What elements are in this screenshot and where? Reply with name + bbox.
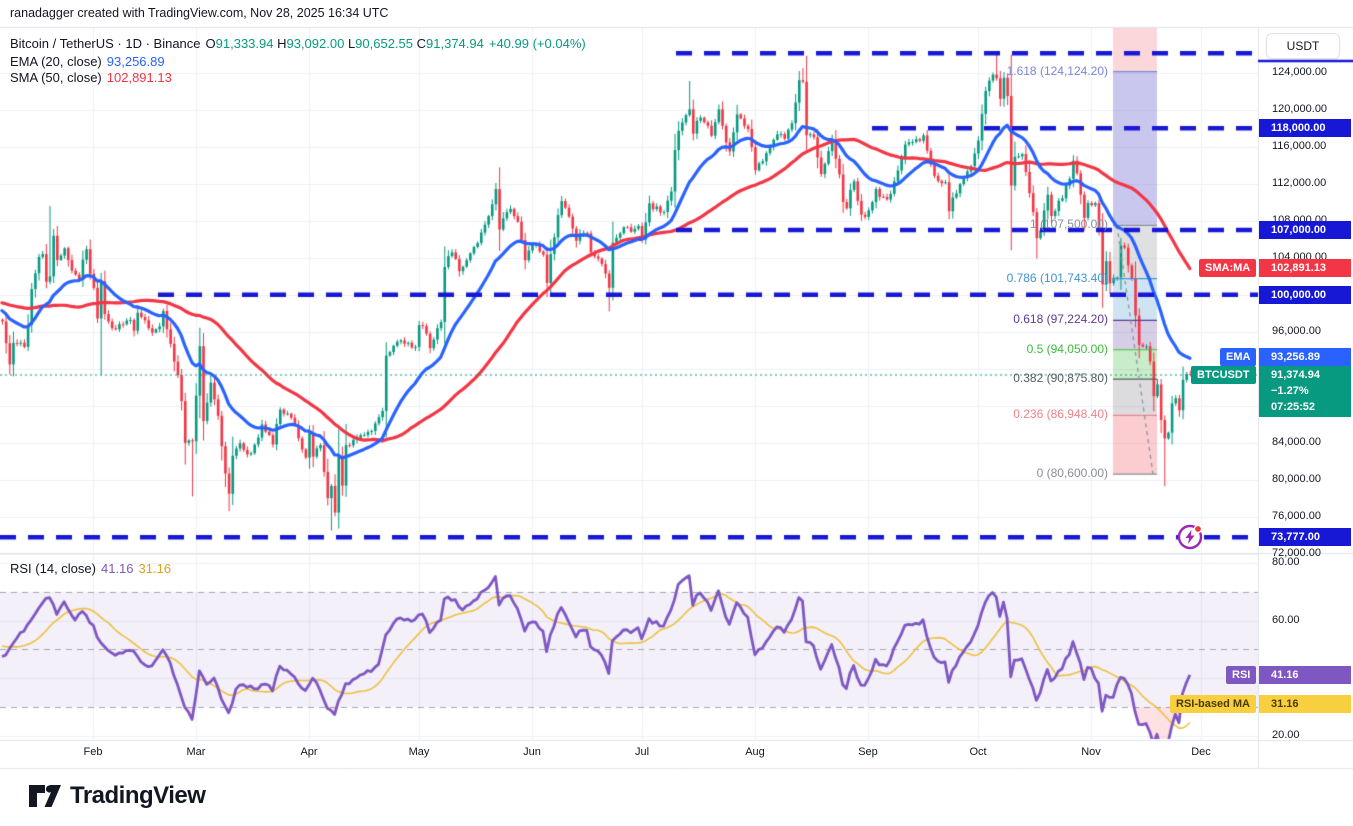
ema-tag-badge: EMA bbox=[1220, 348, 1257, 367]
ohlc-value: 90,652.55 bbox=[355, 36, 417, 51]
price-axis-label: 72,000.00 bbox=[1272, 546, 1321, 559]
price-axis-label: 80,000.00 bbox=[1272, 472, 1321, 485]
time-axis-label: May bbox=[408, 746, 430, 758]
price-axis-label: 96,000.00 bbox=[1272, 324, 1321, 337]
fib-level-label[interactable]: 1 (107,500.00) bbox=[1029, 217, 1108, 232]
time-axis-label: Nov bbox=[1081, 746, 1101, 758]
rsi-axis-label: 20.00 bbox=[1272, 728, 1300, 741]
smama-price-badge: 102,891.13 bbox=[1259, 258, 1351, 277]
fib-level-label[interactable]: 0.236 (86,948.40) bbox=[1013, 407, 1108, 422]
rsi-value: 41.16 bbox=[100, 561, 134, 576]
attribution-text: ranadagger created with TradingView.com,… bbox=[10, 6, 389, 20]
price-axis-label: 120,000.00 bbox=[1272, 102, 1328, 115]
alert-icon[interactable] bbox=[1176, 523, 1204, 556]
ema-label: EMA (20, close) bbox=[10, 54, 102, 69]
price-axis-label: 124,000.00 bbox=[1272, 65, 1328, 78]
time-axis-label: Jul bbox=[634, 746, 650, 758]
tradingview-mark-icon bbox=[29, 785, 61, 807]
smama-tag-badge: SMA:MA bbox=[1199, 258, 1257, 277]
time-axis-label: Sep bbox=[858, 746, 878, 758]
price-axis-label: 84,000.00 bbox=[1272, 435, 1321, 448]
price-level-badge: 73,777.00 bbox=[1259, 528, 1351, 547]
rsi-value-badge: 31.16 bbox=[1259, 694, 1351, 713]
ema-legend-row[interactable]: EMA (20, close) 93,256.89 bbox=[10, 54, 165, 69]
price-level-badge: 100,000.00 bbox=[1259, 285, 1351, 304]
ohlc-value: 93,092.00 bbox=[286, 36, 348, 51]
fib-level-label[interactable]: 0 (80,600.00) bbox=[1036, 466, 1108, 481]
time-axis-label: Jun bbox=[523, 746, 541, 758]
price-axis-label: 76,000.00 bbox=[1272, 509, 1321, 522]
time-axis-label: Aug bbox=[745, 746, 765, 758]
fib-level-label[interactable]: 1.618 (124,124.20) bbox=[1006, 63, 1108, 78]
ohlc-values: O91,333.94 H93,092.00 L90,652.55 C91,374… bbox=[206, 36, 484, 51]
price-axis-label: 116,000.00 bbox=[1272, 139, 1327, 152]
fib-level-label[interactable]: 0.5 (94,050.00) bbox=[1026, 341, 1108, 356]
symbol-legend-row[interactable]: Bitcoin / TetherUS · 1D · Binance O91,33… bbox=[10, 36, 586, 51]
ohlc-key: C bbox=[416, 36, 427, 51]
sma-legend-row[interactable]: SMA (50, close) 102,891.13 bbox=[10, 70, 172, 85]
ohlc-key: H bbox=[277, 36, 287, 51]
rsi-axis-label: 60.00 bbox=[1272, 613, 1300, 626]
symbol-title: Bitcoin / TetherUS · 1D · Binance bbox=[10, 36, 201, 51]
symbol-price-badge: 91,374.94 −1.27% 07:25:52 bbox=[1259, 365, 1351, 417]
rsi-axis-label: 80.00 bbox=[1272, 556, 1300, 568]
sma-label: SMA (50, close) bbox=[10, 70, 102, 85]
fib-level-label[interactable]: 0.786 (101,743.40) bbox=[1006, 270, 1108, 285]
time-axis-label: Dec bbox=[1191, 746, 1211, 758]
ohlc-key: O bbox=[205, 36, 216, 51]
rsi-ma-value: 31.16 bbox=[138, 561, 172, 576]
time-axis-label: Mar bbox=[186, 746, 206, 758]
price-level-badge: 107,000.00 bbox=[1259, 220, 1351, 239]
rsi-value-badge: 41.16 bbox=[1259, 665, 1351, 684]
ema-price-badge: 93,256.89 bbox=[1259, 348, 1351, 367]
rsi-legend-row[interactable]: RSI (14, close) 41.16 31.16 bbox=[10, 561, 171, 576]
fib-level-label[interactable]: 0.382 (90,875.80) bbox=[1013, 371, 1108, 386]
ohlc-key: L bbox=[347, 36, 356, 51]
ema-value: 93,256.89 bbox=[106, 54, 165, 69]
rsi-label: RSI (14, close) bbox=[10, 561, 96, 576]
tradingview-logo[interactable]: TradingView bbox=[28, 781, 206, 811]
rsi-tag-badge: RSI bbox=[1226, 665, 1257, 684]
change-value: +40.99 (+0.04%) bbox=[488, 36, 586, 51]
symbol-tag-badge: BTCUSDT bbox=[1191, 365, 1256, 384]
time-axis-label: Apr bbox=[300, 746, 318, 758]
ohlc-value: 91,333.94 bbox=[215, 36, 278, 51]
time-axis-label: Feb bbox=[83, 746, 103, 758]
currency-toggle-button[interactable]: USDT bbox=[1266, 33, 1340, 59]
price-axis-label: 112,000.00 bbox=[1272, 176, 1327, 189]
sma-value: 102,891.13 bbox=[106, 70, 172, 85]
fib-level-label[interactable]: 0.618 (97,224.20) bbox=[1013, 312, 1108, 327]
time-axis-label: Oct bbox=[969, 746, 987, 758]
rsi-tag-badge: RSI-based MA bbox=[1170, 694, 1256, 713]
tradingview-logo-text: TradingView bbox=[70, 782, 206, 809]
ohlc-value: 91,374.94 bbox=[426, 36, 484, 51]
price-level-badge: 118,000.00 bbox=[1259, 119, 1351, 138]
